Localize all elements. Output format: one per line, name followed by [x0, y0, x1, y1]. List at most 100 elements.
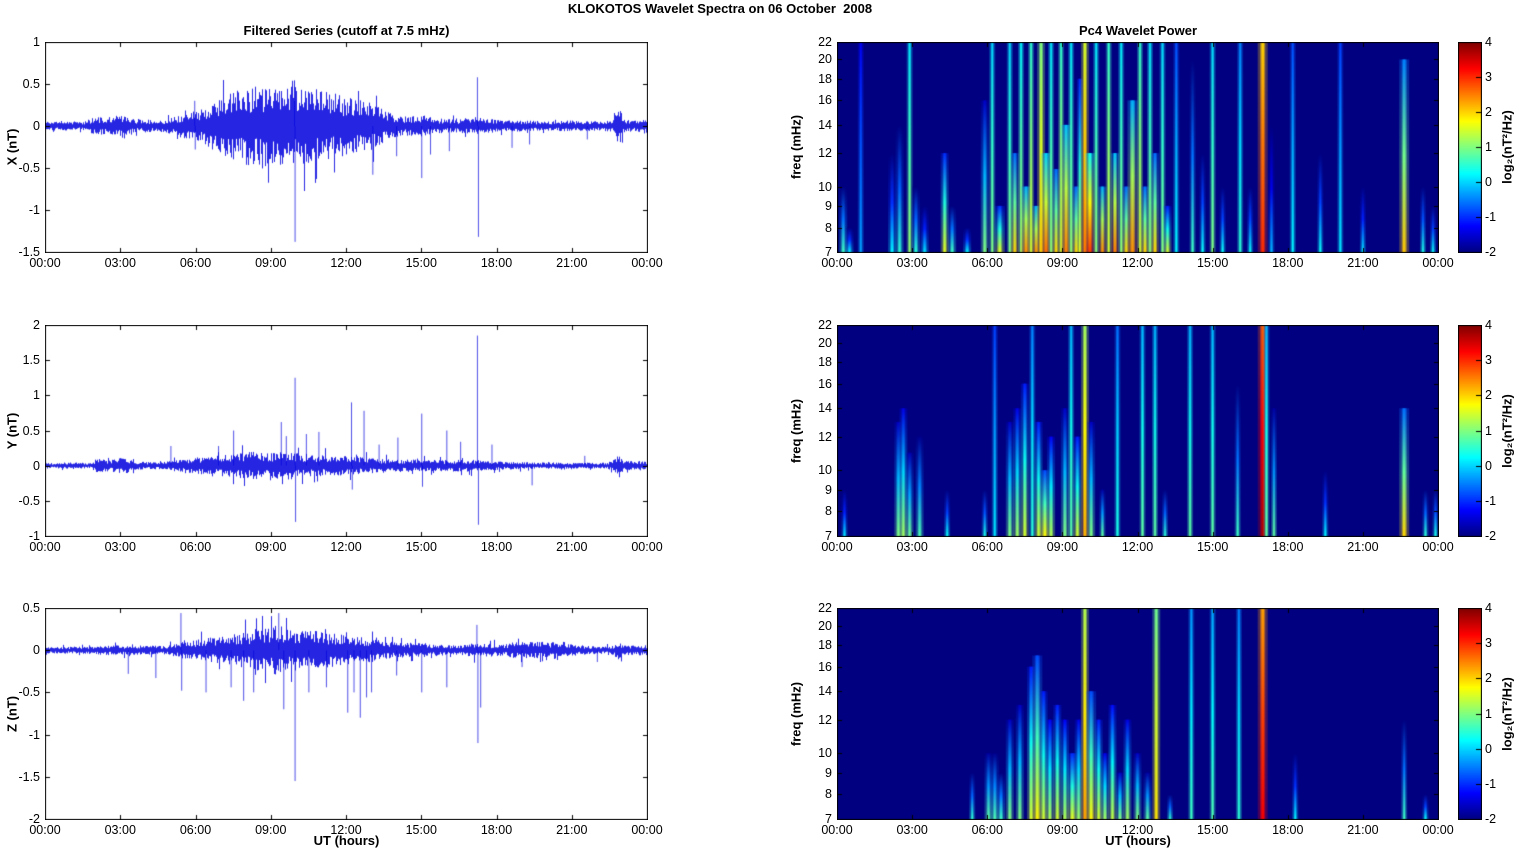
x-tick-label: 15:00 [1196, 256, 1229, 270]
x-tick-label: 09:00 [255, 540, 287, 554]
colorbar-tick-label: -1 [1485, 493, 1497, 508]
y-tick-label: 1 [33, 388, 40, 403]
left-xaxis-title: UT (hours) [313, 833, 380, 848]
x-tick-label: 03:00 [104, 540, 136, 554]
freq-tick-label: 12 [818, 712, 832, 727]
freq-tick-label: 10 [818, 746, 832, 761]
x-tick-label: 15:00 [1196, 540, 1229, 554]
x-tick-label: 00:00 [631, 823, 663, 837]
x-tick-label: 00:00 [29, 540, 61, 554]
y-tick-label: 0 [33, 119, 40, 133]
colorbar-tick-label: 4 [1485, 318, 1492, 332]
pc4-wavelet-power-y-plot [837, 325, 1439, 537]
pc4-wavelet-power-x-plot [837, 42, 1439, 253]
x-tick-label: 03:00 [896, 540, 928, 554]
left-column-title: Filtered Series (cutoff at 7.5 mHz) [243, 23, 450, 38]
y-tick-label: -0.5 [18, 161, 40, 175]
colorbar-y [1458, 325, 1482, 537]
x-tick-label: 09:00 [1046, 540, 1079, 554]
figure-title: KLOKOTOS Wavelet Spectra on 06 October 2… [567, 1, 873, 16]
colorbar-tick-label: 0 [1485, 175, 1492, 189]
x-tick-label: 06:00 [179, 540, 212, 554]
y-tick-label: -1 [28, 203, 40, 217]
freq-tick-label: 18 [818, 354, 832, 369]
y-filtered-series-plot [45, 325, 648, 537]
z-filtered-series-plot [45, 608, 648, 820]
x-tick-label: 21:00 [1347, 256, 1379, 270]
freq-tick-label: 7 [825, 812, 832, 826]
x-tick-label: 06:00 [971, 823, 1003, 837]
y-tick-label: -2 [28, 812, 40, 826]
x-tick-label: 12:00 [330, 540, 362, 554]
colorbar-tick-label: 2 [1485, 388, 1492, 403]
freq-tick-label: 20 [818, 52, 832, 67]
freq-tick-label: 10 [818, 179, 832, 194]
colorbar-tick-label: 4 [1485, 601, 1492, 615]
y-tick-label: 0.5 [22, 423, 40, 438]
colorbar-tick-label: -2 [1485, 529, 1497, 543]
x-tick-label: 00:00 [1422, 823, 1454, 837]
colorbar-tick-label: 2 [1485, 671, 1492, 686]
x-tick-label: 21:00 [1347, 823, 1379, 837]
x-tick-label: 00:00 [631, 540, 663, 554]
colorbar-tick-label: 1 [1485, 140, 1492, 154]
freq-tick-label: 9 [825, 765, 832, 780]
colorbar-tick-label: 0 [1485, 741, 1492, 756]
freq-tick-label: 12 [818, 146, 832, 161]
freq-tick-label: 14 [818, 684, 832, 699]
x-tick-label: 21:00 [556, 540, 588, 554]
freq-tick-label: 8 [825, 787, 832, 802]
colorbar-tick-label: 3 [1485, 70, 1492, 84]
x-tick-label: 12:00 [1121, 256, 1154, 270]
x-tick-label: 06:00 [179, 823, 212, 837]
y-tick-label: -0.5 [18, 685, 40, 700]
right-xaxis-title: UT (hours) [1105, 833, 1171, 848]
colorbar-z [1458, 608, 1482, 820]
x-tick-label: 00:00 [631, 256, 663, 270]
freq-tick-label: 22 [818, 601, 832, 615]
colorbar-tick-label: -2 [1485, 812, 1497, 826]
x-tick-label: 00:00 [29, 823, 61, 837]
x-tick-label: 00:00 [821, 823, 853, 837]
freq-tick-label: 20 [818, 618, 832, 633]
x-filtered-series-plot [45, 42, 648, 253]
x-tick-label: 15:00 [405, 823, 437, 837]
x-tick-label: 18:00 [480, 823, 513, 837]
freq-tick-label: 9 [825, 482, 832, 497]
x-axis-label: X (nT) [4, 128, 20, 166]
x-tick-label: 21:00 [556, 256, 588, 270]
x-tick-label: 00:00 [1422, 540, 1454, 554]
x-tick-label: 00:00 [821, 540, 853, 554]
freq-tick-label: 12 [818, 429, 832, 444]
x-tick-label: 06:00 [179, 256, 212, 270]
x-tick-label: 15:00 [405, 256, 437, 270]
pc4-wavelet-power-z-plot [837, 608, 1439, 820]
colorbar-tick-label: -1 [1485, 210, 1497, 224]
freq-tick-label: 16 [818, 376, 832, 391]
colorbar-tick-label: -1 [1485, 776, 1497, 791]
y-tick-label: -1 [28, 529, 40, 543]
x-tick-label: 03:00 [104, 823, 136, 837]
x-tick-label: 18:00 [1272, 540, 1304, 554]
x-tick-label: 03:00 [896, 823, 928, 837]
x-tick-label: 09:00 [255, 256, 287, 270]
colorbar-tick-label: -2 [1485, 245, 1497, 259]
colorbar-x [1458, 42, 1482, 253]
freq-tick-label: 7 [825, 245, 832, 259]
colorbar-tick-label: 3 [1485, 353, 1492, 368]
x-tick-label: 12:00 [330, 823, 362, 837]
freq-tick-label: 14 [818, 401, 832, 416]
colorbar-tick-label: 1 [1485, 423, 1492, 438]
x-tick-label: 15:00 [405, 540, 437, 554]
y-tick-label: 0.5 [22, 601, 40, 615]
y-tick-label: 1.5 [22, 353, 40, 368]
freq-tick-label: 20 [818, 335, 832, 350]
y-tick-label: -1 [28, 727, 40, 742]
y-tick-label: 0 [33, 458, 40, 473]
x-tick-label: 18:00 [1272, 256, 1304, 270]
x-tick-label: 12:00 [1121, 540, 1154, 554]
x-tick-label: 09:00 [1046, 256, 1079, 270]
y-tick-label: -0.5 [18, 493, 40, 508]
colorbar-tick-label: 1 [1485, 706, 1492, 721]
x-tick-label: 09:00 [255, 823, 287, 837]
